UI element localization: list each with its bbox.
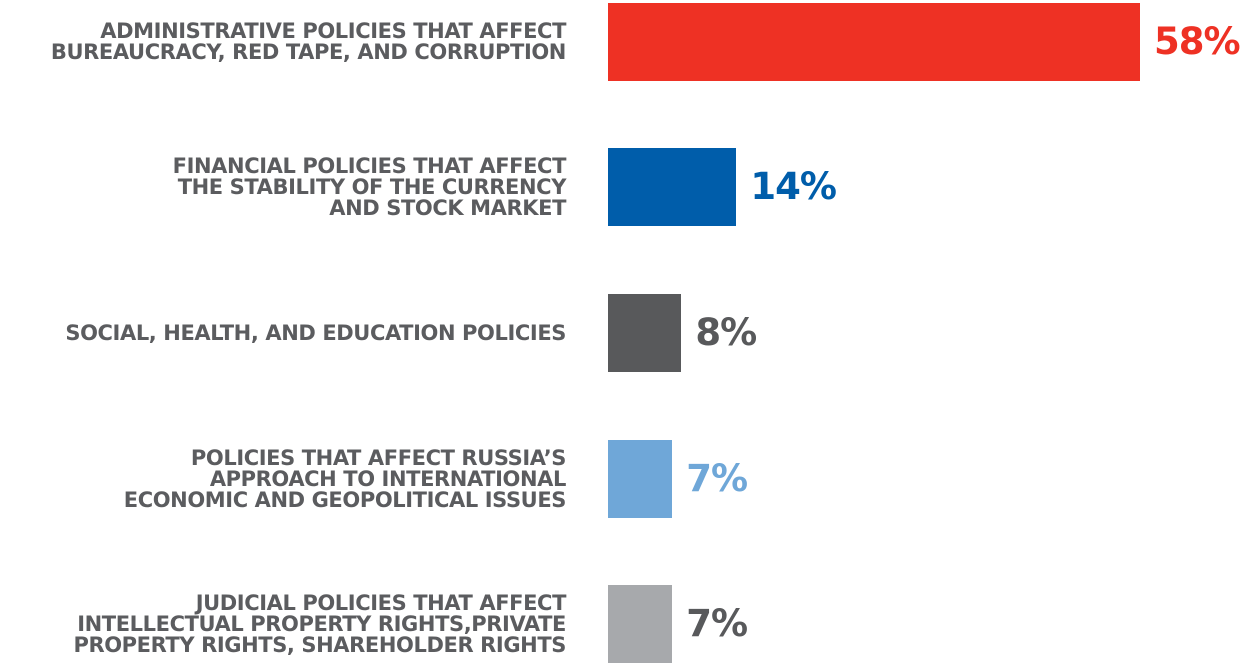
value-label: 14% [750, 165, 837, 208]
bar [608, 148, 737, 226]
bar [608, 440, 673, 518]
value-label: 7% [686, 457, 748, 500]
category-label: FINANCIAL POLICIES THAT AFFECT THE STABI… [172, 153, 567, 220]
bar [608, 3, 1140, 81]
bar [608, 294, 682, 372]
category-label: JUDICIAL POLICIES THAT AFFECT INTELLECTU… [73, 590, 566, 657]
category-label: POLICIES THAT AFFECT RUSSIA’S APPROACH T… [123, 445, 567, 512]
category-label: ADMINISTRATIVE POLICIES THAT AFFECT BURE… [50, 19, 567, 64]
value-label: 7% [686, 602, 748, 645]
value-label: 58% [1154, 20, 1241, 63]
category-label: SOCIAL, HEALTH, AND EDUCATION POLICIES [65, 320, 566, 345]
value-label: 8% [695, 311, 757, 354]
bar [608, 585, 673, 663]
